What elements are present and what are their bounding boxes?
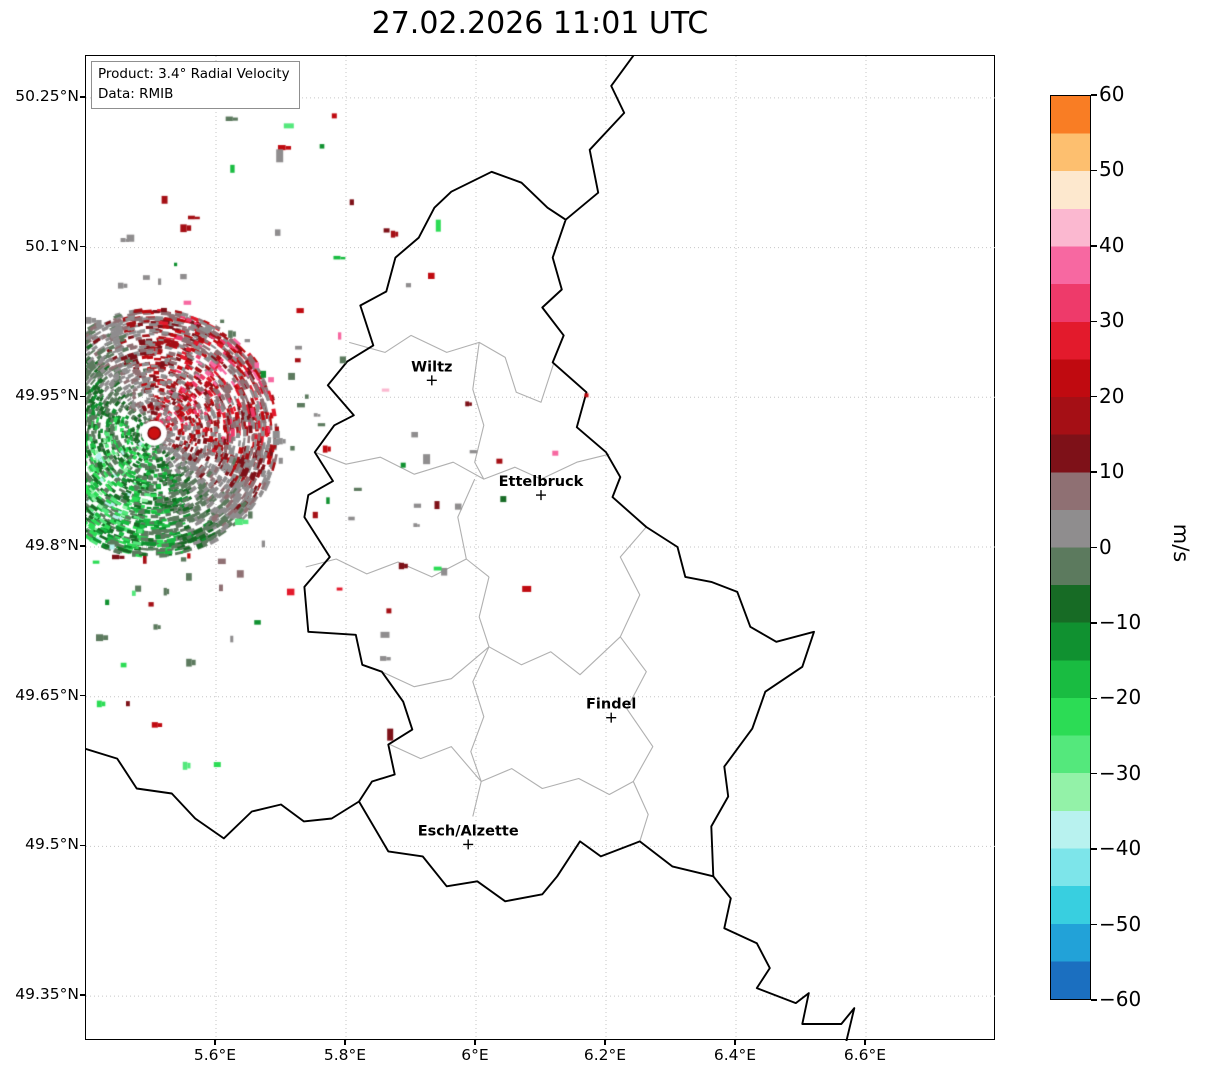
colorbar-tick-label: −10 — [1099, 609, 1142, 634]
x-tick-mark — [344, 1040, 346, 1045]
colorbar-tick-label: −50 — [1099, 911, 1142, 936]
y-tick-label: 50.1°N — [25, 236, 79, 255]
colorbar-tick-mark — [1091, 471, 1097, 473]
x-tick-label: 5.6°E — [193, 1046, 237, 1064]
colorbar-tick-label: −20 — [1099, 685, 1142, 710]
colorbar-tick-label: 30 — [1099, 308, 1125, 333]
colorbar-tick-mark — [1091, 320, 1097, 322]
figure-title: 27.02.2026 11:01 UTC — [371, 6, 709, 41]
y-tick-label: 50.25°N — [15, 86, 79, 105]
colorbar-tick-label: 10 — [1099, 459, 1125, 484]
y-tick-label: 49.95°N — [15, 386, 79, 405]
colorbar-tick-label: 0 — [1099, 534, 1112, 559]
y-tick-mark — [80, 994, 85, 996]
colorbar-tick-label: −30 — [1099, 760, 1142, 785]
product-label: Product: 3.4° Radial Velocity — [98, 66, 290, 82]
x-tick-label: 5.8°E — [323, 1046, 367, 1064]
y-tick-label: 49.8°N — [25, 536, 79, 554]
colorbar-tick-label: 60 — [1099, 82, 1125, 106]
colorbar-tick-label: −40 — [1099, 836, 1142, 861]
y-tick-label: 49.5°N — [25, 835, 79, 854]
x-tick-label: 6.4°E — [713, 1046, 757, 1064]
data-source-label: Data: RMIB — [98, 85, 174, 102]
x-tick-label: 6°E — [461, 1046, 489, 1064]
colorbar-unit-label: m/s — [1169, 523, 1193, 563]
colorbar-tick-label: 20 — [1099, 383, 1125, 408]
colorbar-tick-mark — [1091, 773, 1097, 775]
product-info-box: Product: 3.4° Radial Velocity Data: RMIB — [91, 61, 300, 110]
x-tick-mark — [734, 1040, 736, 1045]
y-tick-mark — [80, 844, 85, 847]
plot-area: WiltzEttelbruckFindelEsch/Alzette Produc… — [85, 55, 996, 1041]
x-tick-mark — [864, 1040, 866, 1045]
colorbar-tick-mark — [1091, 94, 1097, 96]
y-tick-mark — [80, 96, 85, 98]
y-tick-mark — [80, 246, 85, 248]
y-tick-label: 49.65°N — [15, 685, 79, 704]
colorbar-tick-mark — [1091, 848, 1097, 850]
x-tick-label: 6.6°E — [843, 1046, 887, 1064]
colorbar-gradient — [1050, 95, 1091, 1000]
colorbar-tick-mark — [1091, 395, 1097, 398]
x-tick-mark — [604, 1040, 606, 1045]
colorbar-tick-mark — [1091, 622, 1097, 624]
y-tick-mark — [80, 695, 85, 697]
y-tick-label: 49.35°N — [15, 985, 79, 1004]
colorbar-tick-mark — [1091, 999, 1097, 1001]
colorbar-tick-mark — [1091, 923, 1097, 926]
y-tick-mark — [80, 395, 85, 397]
y-tick-mark — [80, 545, 85, 547]
colorbar-tick-mark — [1091, 245, 1097, 247]
radar-echo-layer — [86, 56, 996, 1041]
colorbar-tick-mark — [1091, 169, 1097, 172]
x-tick-label: 6.2°E — [583, 1046, 627, 1064]
colorbar-tick-label: 50 — [1099, 157, 1125, 182]
colorbar-tick-mark — [1091, 546, 1097, 549]
colorbar-tick-label: 40 — [1099, 232, 1125, 257]
x-tick-mark — [214, 1040, 216, 1045]
colorbar-tick-mark — [1091, 697, 1097, 700]
colorbar-tick-label: −60 — [1099, 987, 1142, 1011]
x-tick-mark — [474, 1040, 476, 1045]
